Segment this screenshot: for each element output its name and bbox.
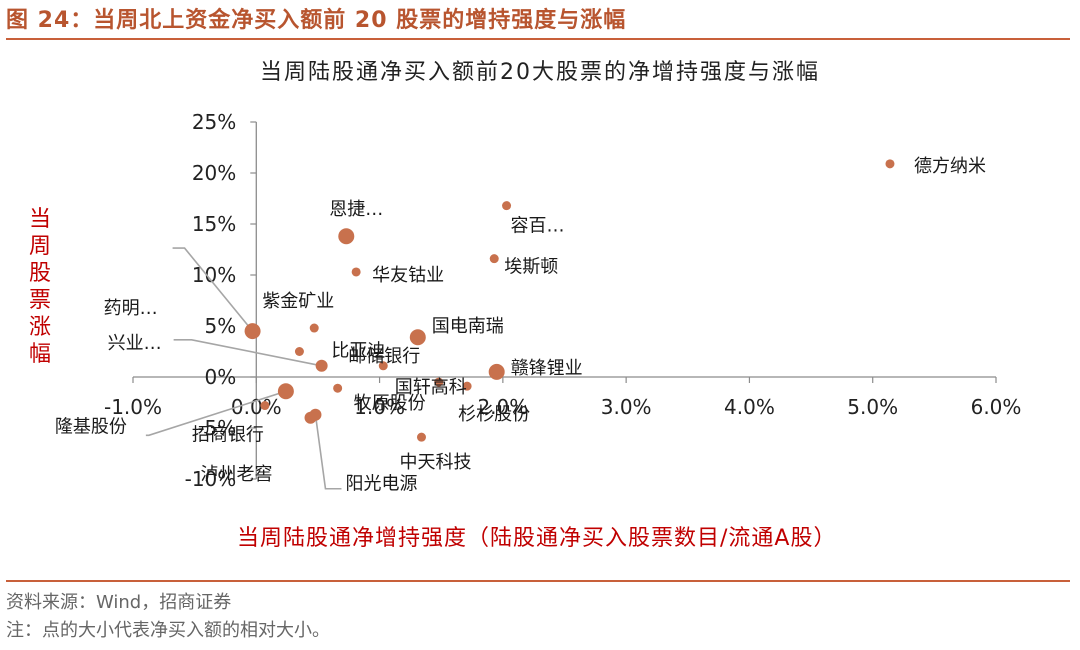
point-label: 阳光电源: [345, 474, 417, 495]
point-label: 隆基股份: [55, 416, 127, 437]
y-tick-label: -5%: [197, 416, 236, 440]
point-label: 埃斯顿: [504, 257, 558, 278]
point-label: 杉杉股份: [458, 404, 530, 425]
data-point: [488, 363, 505, 380]
data-point: [277, 383, 294, 400]
x-tick-label: -1.0%: [104, 395, 162, 419]
point-label: 药明…: [104, 298, 158, 319]
size-note: 注：点的大小代表净买入额的相对大小。: [6, 620, 330, 641]
leader-lines: [145, 247, 342, 490]
leader-line: [145, 390, 287, 437]
data-point: [294, 347, 304, 356]
data-point: [502, 201, 512, 211]
point-label: 紫金矿业: [262, 291, 334, 312]
y-tick-label: 20%: [192, 161, 236, 185]
x-axis-title: 当周陆股通净增持强度（陆股通净买入股票数目/流通A股）: [237, 526, 837, 551]
data-point: [378, 361, 388, 371]
y-axis-title: 当周股票涨幅: [28, 207, 51, 367]
footer-rule: [6, 580, 1070, 582]
axes: -1.0% 0.0% 1.0% 2.0% 3.0% 4.0% 5.0% 6.0%-10%-5%…: [104, 110, 1021, 491]
point-label: 兴业…: [108, 333, 162, 354]
point-label: 邮储银行: [348, 346, 420, 367]
point-label: 国电南瑞: [432, 316, 504, 337]
data-point: [315, 359, 328, 372]
point-label: 德方纳米: [914, 156, 986, 177]
x-tick-label: 2.0%: [477, 395, 528, 419]
data-point: [338, 228, 355, 245]
data-points: [244, 159, 895, 442]
data-point: [309, 323, 319, 333]
data-point: [309, 408, 322, 421]
leader-line: [172, 247, 254, 332]
x-tick-label: 4.0%: [724, 395, 775, 419]
point-label: 比亚迪: [331, 341, 385, 362]
x-tick-label: 1.0%: [354, 395, 405, 419]
point-label: 牧原股份: [354, 393, 426, 414]
point-label: 招商银行: [192, 425, 264, 446]
figure-header: 图 24：当周北上资金净买入额前 20 股票的增持强度与涨幅: [6, 8, 627, 33]
data-point: [351, 267, 361, 277]
y-tick-label: -10%: [185, 467, 237, 491]
data-point: [260, 401, 270, 411]
point-label: 容百…: [511, 216, 565, 237]
y-tick-label: 5%: [205, 314, 237, 338]
data-point: [409, 329, 426, 346]
leader-line: [173, 338, 322, 367]
data-point: [416, 432, 426, 442]
data-point: [244, 323, 261, 340]
header-rule: [6, 38, 1070, 40]
data-point: [462, 381, 472, 391]
point-label: 中天科技: [399, 452, 471, 473]
point-label: 国轩高科: [395, 377, 467, 398]
y-tick-label: 25%: [192, 110, 236, 134]
y-tick-label: 0%: [205, 365, 237, 389]
data-point: [434, 377, 444, 387]
data-point: [885, 159, 895, 169]
x-tick-label: 3.0%: [601, 395, 652, 419]
leader-line: [314, 414, 342, 490]
x-tick-label: 5.0%: [847, 395, 898, 419]
point-label: 恩捷…: [329, 199, 383, 220]
data-point: [333, 383, 343, 393]
data-point: [489, 254, 499, 264]
chart-title: 当周陆股通净买入额前20大股票的净增持强度与涨幅: [260, 60, 820, 85]
x-tick-label: 6.0%: [971, 395, 1022, 419]
y-tick-label: 15%: [192, 212, 236, 236]
point-label: 赣锋锂业: [511, 358, 583, 379]
point-label: 华友钴业: [372, 265, 444, 286]
point-label: 泸州老窖: [201, 464, 273, 485]
source-note: 资料来源：Wind，招商证券: [6, 592, 232, 613]
